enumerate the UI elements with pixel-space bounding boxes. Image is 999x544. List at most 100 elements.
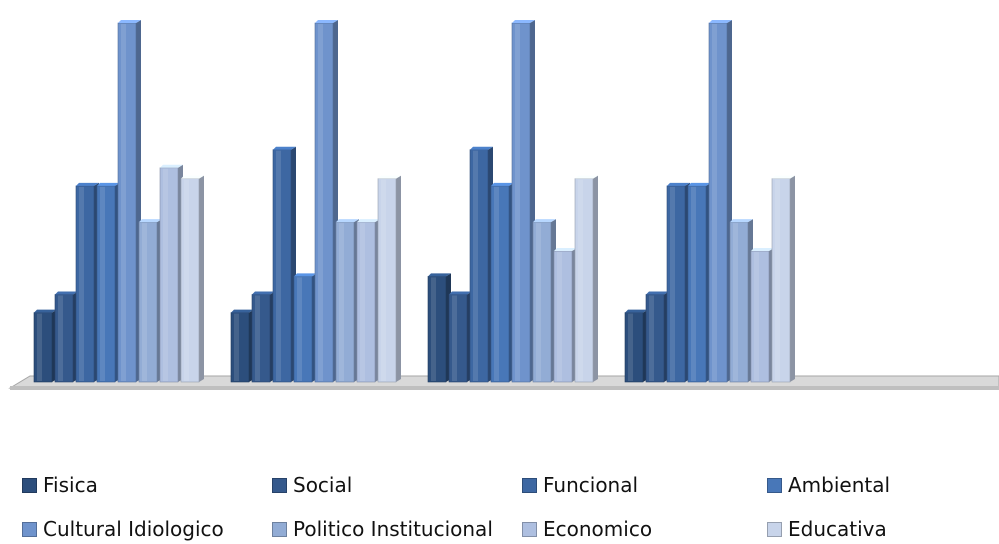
bar-front xyxy=(117,22,137,383)
bar-mr-3-ambiental xyxy=(490,182,514,383)
bar-top xyxy=(688,182,711,186)
bar-mr-1-social xyxy=(54,291,78,383)
bar-front xyxy=(532,221,552,383)
bar-mr-1-funcional xyxy=(75,182,99,383)
bar-mr-3-funcional xyxy=(469,146,493,383)
bar-front xyxy=(771,178,791,383)
bar-highlight xyxy=(515,24,520,381)
bar-highlight xyxy=(163,168,168,381)
bar-top xyxy=(357,219,380,223)
bar-mr-2-politico-institucional xyxy=(335,219,359,383)
bar-top xyxy=(575,175,598,179)
legend-label: Funcional xyxy=(543,473,639,497)
bar-top xyxy=(470,146,493,150)
bar-top xyxy=(378,175,401,179)
bar-highlight xyxy=(142,223,147,381)
bar-highlight xyxy=(754,252,759,381)
floor-edge xyxy=(10,386,999,390)
bar-top xyxy=(55,291,78,295)
bar-top xyxy=(76,182,99,186)
bar-highlight xyxy=(691,186,696,381)
bar-mr-4-economico xyxy=(750,248,774,383)
bar-top xyxy=(273,146,296,150)
bar-highlight xyxy=(578,179,583,381)
bar-front xyxy=(293,276,313,383)
bar-mr-1-economico xyxy=(159,164,183,383)
legend-item-educativa: Educativa xyxy=(767,517,887,541)
bar-highlight xyxy=(557,252,562,381)
bar-front xyxy=(180,178,200,383)
legend-item-cultural-idiologico: Cultural Idiologico xyxy=(22,517,224,541)
bar-top xyxy=(139,219,162,223)
bar-highlight xyxy=(339,223,344,381)
bar-front xyxy=(159,167,179,383)
bar-front xyxy=(708,22,728,383)
bar-mr-1-politico-institucional xyxy=(138,219,162,383)
bar-front xyxy=(251,294,271,383)
bar-mr-3-educativa xyxy=(574,175,598,383)
bar-top xyxy=(160,164,183,168)
chart-plot: MR-1MR-2MR-3MR-4 xyxy=(8,20,999,390)
bar-mr-2-ambiental xyxy=(293,273,317,383)
legend-item-economico: Economico xyxy=(522,517,652,541)
bar-mr-3-politico-institucional xyxy=(532,219,556,383)
bar-highlight xyxy=(733,223,738,381)
bar-top xyxy=(118,20,141,23)
bar-front xyxy=(138,221,158,383)
legend-label: Educativa xyxy=(788,517,887,541)
bar-highlight xyxy=(536,223,541,381)
bar-mr-4-ambiental xyxy=(687,182,711,383)
bar-highlight xyxy=(670,186,675,381)
legend-item-politico-institucional: Politico Institucional xyxy=(272,517,493,541)
bar-front xyxy=(356,221,376,383)
bar-highlight xyxy=(100,186,105,381)
bar-front xyxy=(272,149,292,383)
bar-highlight xyxy=(473,150,478,381)
legend-item-fisica: Fisica xyxy=(22,473,98,497)
legend-item-ambiental: Ambiental xyxy=(767,473,890,497)
bar-highlight xyxy=(494,186,499,381)
legend-swatch xyxy=(522,522,537,537)
bar-top xyxy=(533,219,556,223)
bar-highlight xyxy=(37,313,42,381)
bar-front xyxy=(750,250,770,383)
legend-swatch xyxy=(272,522,287,537)
bar-mr-2-funcional xyxy=(272,146,296,383)
legend-label: Cultural Idiologico xyxy=(43,517,224,541)
bar-mr-4-politico-institucional xyxy=(729,219,753,383)
bar-highlight xyxy=(58,295,63,381)
bar-highlight xyxy=(79,186,84,381)
bar-front xyxy=(377,178,397,383)
bar-front xyxy=(553,250,573,383)
legend-label: Social xyxy=(293,473,353,497)
bar-front xyxy=(574,178,594,383)
bar-mr-1-educativa xyxy=(180,175,204,383)
bar-highlight xyxy=(184,179,189,381)
bar-highlight xyxy=(431,277,436,381)
bar-top xyxy=(491,182,514,186)
legend-swatch xyxy=(22,522,37,537)
bar-front xyxy=(448,294,468,383)
bar-highlight xyxy=(318,24,323,381)
bar-highlight xyxy=(775,179,780,381)
bar-top xyxy=(315,20,338,23)
bar-mr-4-social xyxy=(645,291,669,383)
bar-top xyxy=(554,248,577,252)
bar-mr-3-cultural-idiologico xyxy=(511,20,535,383)
bar-front xyxy=(729,221,749,383)
bar-top xyxy=(428,273,451,277)
bar-front xyxy=(624,312,644,383)
legend-swatch xyxy=(272,478,287,493)
bar-mr-1-cultural-idiologico xyxy=(117,20,141,383)
legend-label: Economico xyxy=(543,517,653,541)
legend-label: Ambiental xyxy=(788,473,891,497)
bar-highlight xyxy=(628,313,633,381)
bar-mr-3-economico xyxy=(553,248,577,383)
bar-top xyxy=(512,20,535,23)
bar-mr-2-fisica xyxy=(230,309,254,383)
bar-top xyxy=(667,182,690,186)
bar-top xyxy=(294,273,317,277)
bar-highlight xyxy=(360,223,365,381)
legend-swatch xyxy=(767,522,782,537)
bar-side xyxy=(790,175,795,382)
